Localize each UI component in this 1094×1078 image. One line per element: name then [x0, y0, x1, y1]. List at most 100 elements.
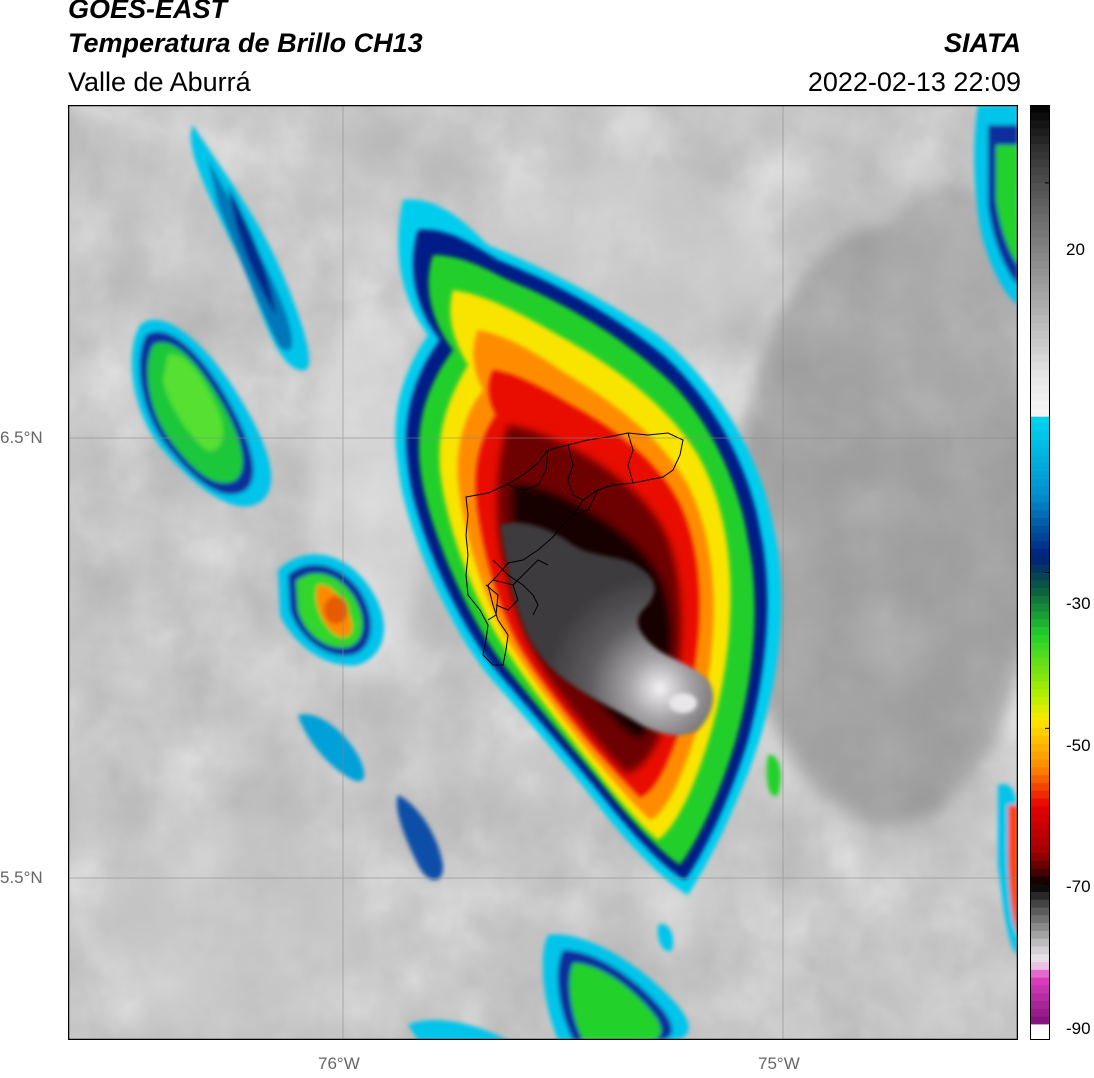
- cloud-band-north: [190, 125, 310, 371]
- colorbar-step-32: [1030, 354, 1050, 363]
- colorbar-step-49: [1030, 486, 1050, 496]
- colorbar-tick-minus50: -50: [1066, 736, 1091, 755]
- colorbar-step-26: [1030, 307, 1050, 316]
- region-subtitle: Valle de Aburrá: [68, 67, 251, 97]
- lon-label-75: 75°W: [758, 1054, 800, 1073]
- colorbar-tick-minus30: -30: [1066, 594, 1091, 613]
- satellite-map[interactable]: [68, 105, 1018, 1040]
- cloud-blob-south-west: [278, 554, 385, 666]
- colorbar-step-119: [1030, 1032, 1050, 1041]
- colorbar-step-62: [1030, 588, 1050, 597]
- colorbar-step-34: [1030, 369, 1050, 379]
- colorbar-step-7: [1030, 159, 1050, 168]
- colorbar-step-100: [1030, 884, 1050, 893]
- colorbar-step-82: [1030, 743, 1050, 753]
- colorbar-step-86: [1030, 775, 1050, 784]
- colorbar-step-75: [1030, 689, 1050, 698]
- colorbar-step-77: [1030, 704, 1050, 714]
- colorbar-step-88: [1030, 790, 1050, 800]
- colorbar-step-107: [1030, 938, 1050, 948]
- colorbar-tick-20: 20: [1066, 240, 1085, 259]
- colorbar-step-57: [1030, 549, 1050, 558]
- colorbar-step-40: [1030, 416, 1050, 426]
- colorbar-step-63: [1030, 595, 1050, 605]
- colorbar-step-3: [1030, 128, 1050, 137]
- colorbar-step-80: [1030, 728, 1050, 737]
- colorbar-step-56: [1030, 541, 1050, 550]
- storm-overshoot: [669, 693, 697, 713]
- colorbar-step-68: [1030, 634, 1050, 644]
- colorbar-step-78: [1030, 712, 1050, 722]
- colorbar-step-95: [1030, 845, 1050, 854]
- colorbar-step-45: [1030, 455, 1050, 465]
- colorbar-step-54: [1030, 525, 1050, 535]
- colorbar-step-66: [1030, 619, 1050, 628]
- colorbar-step-115: [1030, 1001, 1050, 1010]
- colorbar-step-21: [1030, 268, 1050, 278]
- colorbar-tick-minus90: -90: [1066, 1019, 1091, 1038]
- colorbar-step-111: [1030, 969, 1050, 979]
- colorbar-step-102: [1030, 899, 1050, 909]
- product-title: Temperatura de Brillo CH13: [68, 28, 423, 58]
- colorbar-step-36: [1030, 385, 1050, 394]
- organization-label: SIATA: [944, 28, 1021, 58]
- colorbar-step-81: [1030, 736, 1050, 745]
- satellite-title: GOES-EAST: [68, 0, 228, 24]
- colorbar-step-70: [1030, 650, 1050, 659]
- colorbar-step-79: [1030, 720, 1050, 729]
- colorbar-step-91: [1030, 814, 1050, 823]
- colorbar-step-90: [1030, 806, 1050, 815]
- colorbar-frame: [1030, 105, 1050, 1040]
- colorbar-step-17: [1030, 237, 1050, 246]
- colorbar-step-99: [1030, 876, 1050, 885]
- colorbar-step-11: [1030, 190, 1050, 200]
- colorbar-step-4: [1030, 136, 1050, 145]
- colorbar-step-108: [1030, 946, 1050, 955]
- colorbar-step-6: [1030, 151, 1050, 161]
- lat-label-5.5: 5.5°N: [0, 868, 43, 887]
- colorbar-step-14: [1030, 214, 1050, 223]
- colorbar-step-47: [1030, 471, 1050, 480]
- colorbar-step-105: [1030, 923, 1050, 932]
- colorbar-step-10: [1030, 182, 1050, 192]
- colorbar-scale: [1030, 105, 1050, 1041]
- colorbar-step-35: [1030, 377, 1050, 387]
- colorbar-step-61: [1030, 580, 1050, 589]
- municipal-boundaries: [465, 432, 684, 666]
- colorbar-step-76: [1030, 697, 1050, 706]
- lat-label-6.5: 6.5°N: [0, 428, 43, 447]
- cloud-streak-south: [298, 714, 508, 1040]
- lon-label-76: 76°W: [318, 1054, 360, 1073]
- colorbar-step-31: [1030, 346, 1050, 355]
- colorbar-step-67: [1030, 627, 1050, 636]
- graticule: [68, 105, 1018, 1040]
- colorbar-step-113: [1030, 985, 1050, 994]
- colorbar-step-96: [1030, 853, 1050, 862]
- colorbar-step-112: [1030, 977, 1050, 987]
- colorbar-step-22: [1030, 276, 1050, 285]
- colorbar-step-87: [1030, 782, 1050, 792]
- colorbar-step-60: [1030, 572, 1050, 581]
- colorbar-step-84: [1030, 759, 1050, 768]
- colorbar-step-58: [1030, 556, 1050, 566]
- colorbar-step-9: [1030, 175, 1050, 184]
- colorbar-step-59: [1030, 564, 1050, 574]
- colorbar-step-104: [1030, 915, 1050, 924]
- colorbar-step-106: [1030, 930, 1050, 940]
- colorbar-step-39: [1030, 408, 1050, 418]
- colorbar-step-48: [1030, 479, 1050, 488]
- colorbar-step-30: [1030, 338, 1050, 348]
- colorbar-step-43: [1030, 440, 1050, 449]
- colorbar-step-8: [1030, 167, 1050, 176]
- colorbar-step-46: [1030, 463, 1050, 472]
- colorbar-step-13: [1030, 206, 1050, 215]
- colorbar-step-110: [1030, 962, 1050, 971]
- colorbar-step-42: [1030, 432, 1050, 441]
- cloud-east-edge: [766, 105, 1018, 955]
- colorbar-step-18: [1030, 245, 1050, 254]
- colorbar-step-74: [1030, 681, 1050, 690]
- map-canvas: [68, 105, 1018, 1040]
- colorbar-step-29: [1030, 330, 1050, 340]
- colorbar-step-44: [1030, 447, 1050, 457]
- colorbar-step-55: [1030, 533, 1050, 542]
